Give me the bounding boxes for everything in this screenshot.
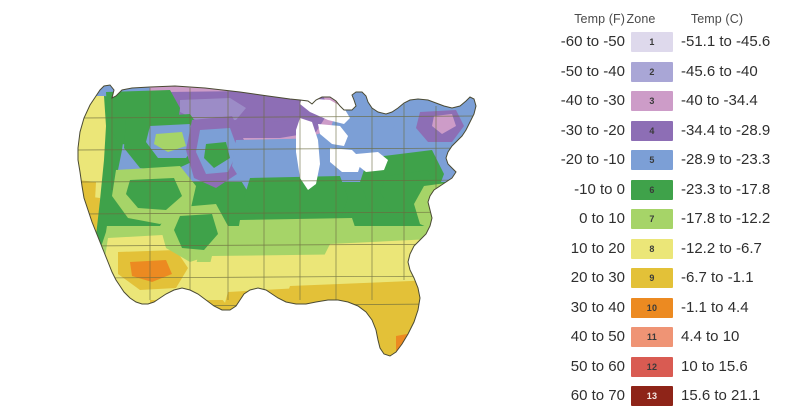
legend-row-zone-2[interactable]: -50 to -40 2 -45.6 to -40 xyxy=(520,58,800,88)
legend-row-zone-6[interactable]: -10 to 0 6 -23.3 to -17.8 xyxy=(520,176,800,206)
temp-f-value: 20 to 30 xyxy=(570,269,625,286)
zone-number: 9 xyxy=(649,273,655,283)
temp-c-value: -12.2 to -6.7 xyxy=(681,239,762,257)
temp-c-value: 4.4 to 10 xyxy=(681,328,740,345)
header-temp-c: Temp (C) xyxy=(690,12,744,26)
state-borders xyxy=(78,88,476,310)
zone-swatch[interactable]: 13 xyxy=(631,386,673,406)
legend-row-zone-1[interactable]: -60 to -50 1 -51.1 to -45.6 xyxy=(520,28,800,58)
country-outline xyxy=(77,84,477,357)
zone-number: 8 xyxy=(649,243,655,254)
legend-row-zone-10[interactable]: 30 to 40 10 -1.1 to 4.4 xyxy=(520,294,800,324)
zone-swatch[interactable]: 10 xyxy=(631,297,673,318)
map-panel xyxy=(0,0,520,411)
header-temp-f: Temp (F) xyxy=(574,12,625,26)
temp-f-value: 10 to 20 xyxy=(570,239,625,257)
zone-number: 5 xyxy=(649,155,655,165)
temp-f-value: -40 to -30 xyxy=(560,92,625,109)
zone-number: 3 xyxy=(649,96,655,106)
temp-f-value: 60 to 70 xyxy=(570,387,625,404)
zone-bands xyxy=(78,85,476,356)
legend-row-zone-9[interactable]: 20 to 30 9 -6.7 to -1.1 xyxy=(520,264,800,294)
legend-header-row: Temp (F) Zone Temp (C) xyxy=(520,8,800,30)
temp-c-value: -1.1 to 4.4 xyxy=(681,298,749,316)
temp-f-value: 30 to 40 xyxy=(570,298,625,316)
header-zone: Zone xyxy=(626,12,656,26)
zone-swatch[interactable]: 9 xyxy=(631,268,673,288)
temp-c-value: -45.6 to -40 xyxy=(681,62,758,80)
legend-row-zone-3[interactable]: -40 to -30 3 -40 to -34.4 xyxy=(520,87,800,117)
zone-number: 2 xyxy=(649,66,655,77)
zone-swatch[interactable]: 6 xyxy=(631,179,673,200)
legend-row-zone-8[interactable]: 10 to 20 8 -12.2 to -6.7 xyxy=(520,235,800,265)
zone-swatch[interactable]: 7 xyxy=(631,209,673,229)
temp-c-value: 10 to 15.6 xyxy=(681,357,748,375)
temp-c-value: -51.1 to -45.6 xyxy=(681,33,771,50)
zone-number: 6 xyxy=(649,184,655,195)
zone-number: 13 xyxy=(646,391,658,401)
legend-row-zone-11[interactable]: 40 to 50 11 4.4 to 10 xyxy=(520,323,800,353)
temp-f-value: 40 to 50 xyxy=(570,328,625,345)
legend-row-zone-7[interactable]: 0 to 10 7 -17.8 to -12.2 xyxy=(520,205,800,235)
zone-number: 4 xyxy=(649,125,655,136)
temp-f-value: -50 to -40 xyxy=(560,62,625,80)
temp-f-value: 0 to 10 xyxy=(579,210,625,227)
temp-f-value: -20 to -10 xyxy=(560,151,625,168)
temp-f-value: 50 to 60 xyxy=(570,357,625,375)
zone-legend: Temp (F) Zone Temp (C) -60 to -50 1 -51.… xyxy=(520,0,800,411)
temp-f-value: -10 to 0 xyxy=(574,180,625,198)
temp-c-value: -40 to -34.4 xyxy=(681,92,758,109)
temp-f-value: -30 to -20 xyxy=(560,121,625,139)
temp-c-value: -17.8 to -12.2 xyxy=(681,210,771,227)
temp-c-value: -6.7 to -1.1 xyxy=(681,269,754,286)
zone-number: 1 xyxy=(649,37,655,47)
zone-swatch[interactable]: 3 xyxy=(631,91,673,111)
zone-swatch[interactable]: 4 xyxy=(631,120,673,141)
temp-c-value: -23.3 to -17.8 xyxy=(681,180,771,198)
zone-swatch[interactable]: 12 xyxy=(631,356,673,377)
zone-swatch[interactable]: 8 xyxy=(631,238,673,259)
zone-number: 11 xyxy=(647,332,657,342)
legend-row-zone-12[interactable]: 50 to 60 12 10 to 15.6 xyxy=(520,353,800,383)
zone-number: 12 xyxy=(646,361,658,372)
temp-f-value: -60 to -50 xyxy=(560,33,625,50)
temp-c-value: -34.4 to -28.9 xyxy=(681,121,771,139)
legend-row-zone-13[interactable]: 60 to 70 13 15.6 to 21.1 xyxy=(520,382,800,412)
zone-swatch[interactable]: 2 xyxy=(631,61,673,82)
zone-swatch[interactable]: 5 xyxy=(631,150,673,170)
zone-number: 10 xyxy=(646,302,658,313)
legend-row-zone-4[interactable]: -30 to -20 4 -34.4 to -28.9 xyxy=(520,117,800,147)
legend-row-zone-5[interactable]: -20 to -10 5 -28.9 to -23.3 xyxy=(520,146,800,176)
legend-rows: -60 to -50 1 -51.1 to -45.6 -50 to -40 2… xyxy=(520,28,800,412)
zone-swatch[interactable]: 1 xyxy=(631,32,673,52)
usa-zone-map[interactable] xyxy=(0,0,520,411)
great-lakes xyxy=(296,98,388,190)
temp-c-value: 15.6 to 21.1 xyxy=(681,387,761,404)
zone-swatch[interactable]: 11 xyxy=(631,327,673,347)
temp-c-value: -28.9 to -23.3 xyxy=(681,151,771,168)
zone-number: 7 xyxy=(649,214,655,224)
